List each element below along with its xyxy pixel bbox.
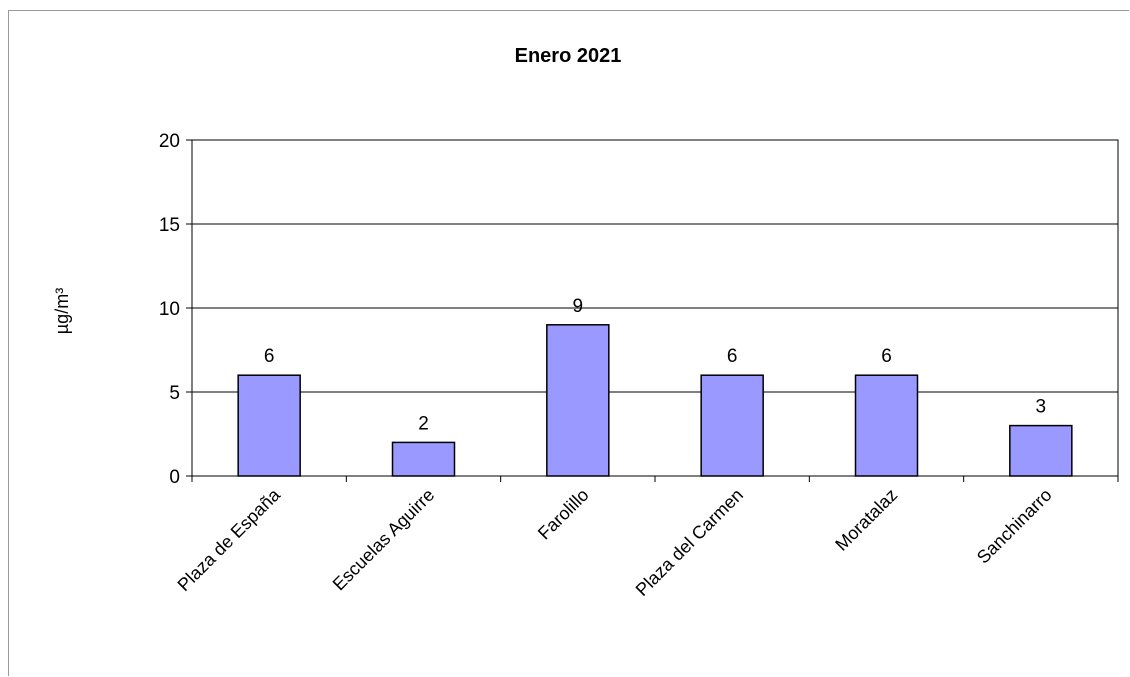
data-label: 6 bbox=[881, 346, 892, 367]
x-tick-label: Escuelas Aguirre bbox=[329, 485, 439, 595]
bar bbox=[854, 374, 919, 477]
x-tick-label: Farolillo bbox=[534, 485, 593, 544]
data-label: 2 bbox=[418, 413, 429, 434]
y-tick-label: 5 bbox=[169, 383, 180, 404]
y-tick-label: 15 bbox=[159, 215, 180, 236]
bar bbox=[700, 374, 764, 477]
x-tick-label: Plaza del Carmen bbox=[632, 485, 747, 600]
y-tick-label: 10 bbox=[159, 299, 180, 320]
y-tick-label: 20 bbox=[159, 131, 180, 152]
data-label: 9 bbox=[573, 296, 584, 317]
chart-title: Enero 2021 bbox=[515, 45, 622, 67]
data-label: 3 bbox=[1036, 397, 1047, 418]
data-label: 6 bbox=[264, 346, 275, 367]
bar bbox=[391, 441, 456, 477]
bar bbox=[237, 374, 301, 477]
bar bbox=[546, 324, 610, 477]
bar bbox=[1009, 424, 1073, 477]
chart-frame bbox=[8, 10, 1129, 676]
x-tick-label: Plaza de España bbox=[174, 484, 285, 595]
y-tick-label: 0 bbox=[169, 467, 180, 488]
data-label: 6 bbox=[727, 346, 738, 367]
x-tick-label: Moratalaz bbox=[831, 485, 901, 555]
y-axis-label: µg/m³ bbox=[52, 288, 72, 334]
x-tick-label: Sanchinarro bbox=[973, 485, 1056, 568]
